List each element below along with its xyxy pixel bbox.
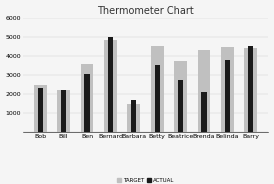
Bar	[34, 85, 47, 132]
Bar	[84, 74, 90, 132]
Legend: TARGET, ACTUAL: TARGET, ACTUAL	[115, 175, 176, 184]
Bar	[198, 50, 210, 132]
Bar	[244, 48, 257, 132]
Bar	[151, 46, 164, 132]
Bar	[225, 60, 230, 132]
Bar	[38, 89, 43, 132]
Bar	[127, 104, 140, 132]
Bar	[201, 92, 207, 132]
Bar	[248, 46, 253, 132]
Bar	[178, 80, 183, 132]
Bar	[174, 61, 187, 132]
Bar	[57, 90, 70, 132]
Bar	[108, 37, 113, 132]
Bar	[221, 47, 234, 132]
Title: Thermometer Chart: Thermometer Chart	[97, 6, 194, 16]
Bar	[104, 40, 117, 132]
Bar	[131, 100, 136, 132]
Bar	[81, 64, 93, 132]
Bar	[155, 65, 160, 132]
Bar	[61, 90, 66, 132]
